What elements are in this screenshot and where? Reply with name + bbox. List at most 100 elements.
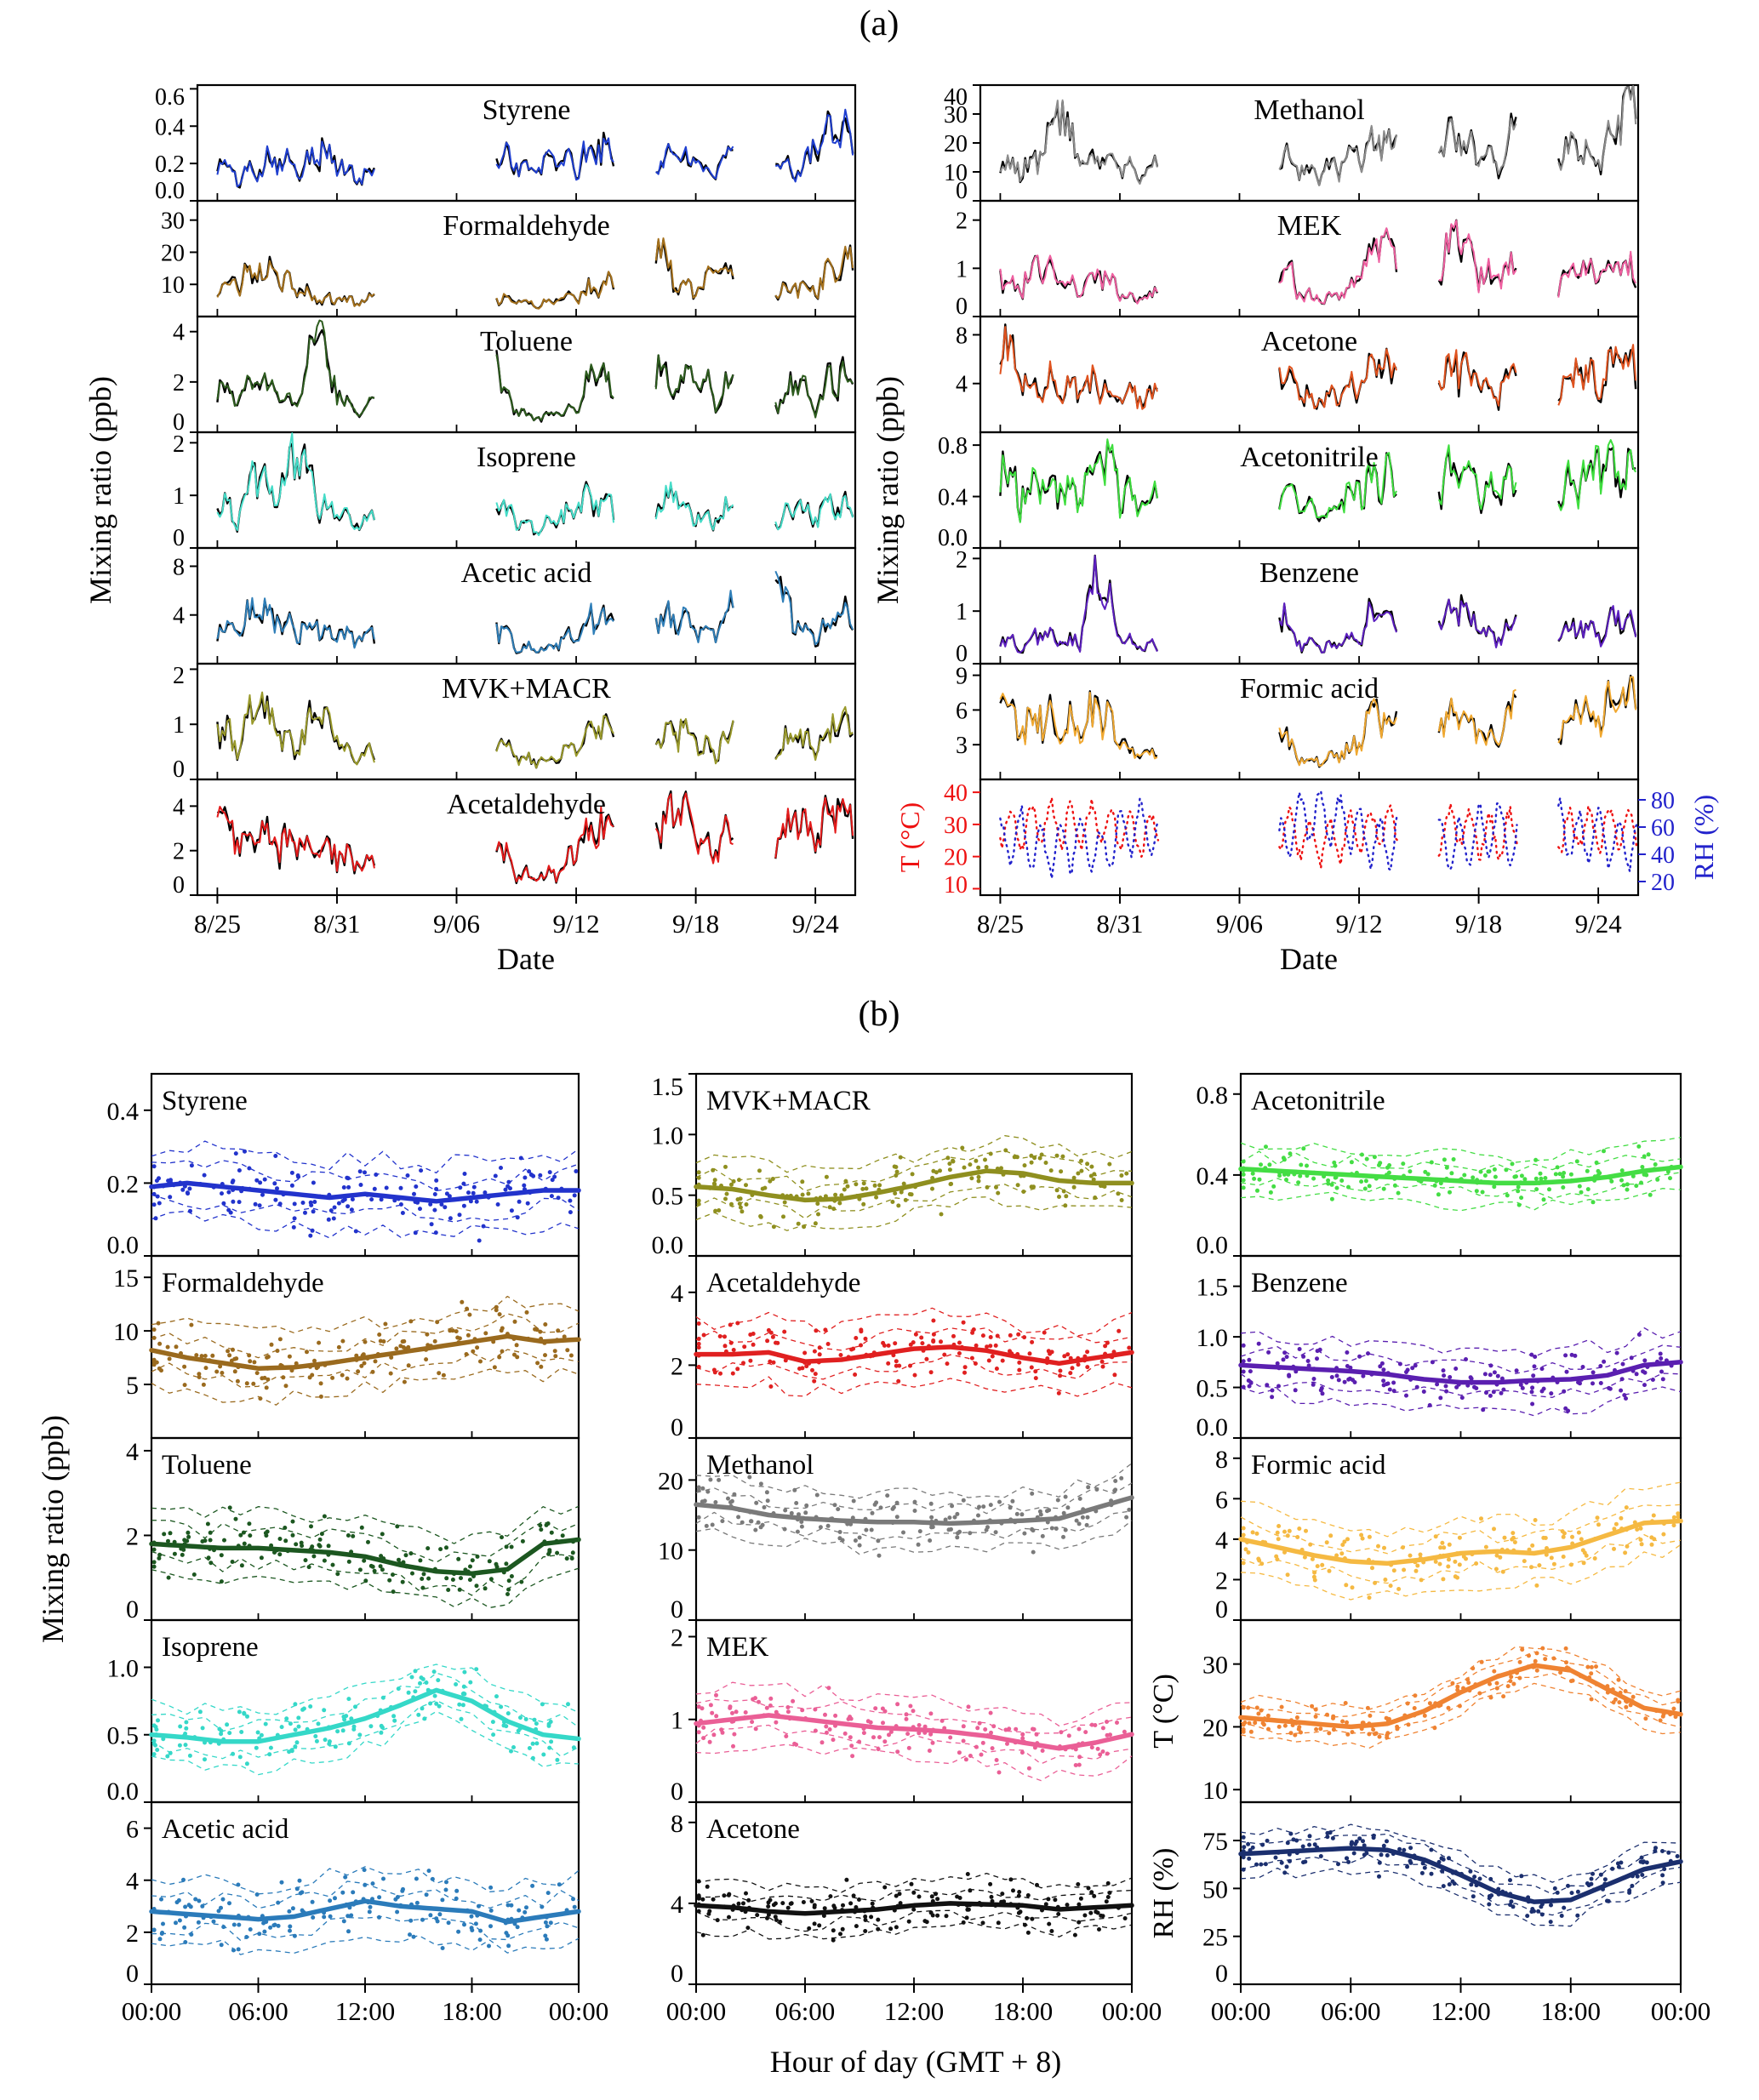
svg-text:0: 0 bbox=[173, 525, 185, 551]
svg-text:18:00: 18:00 bbox=[1540, 1996, 1601, 2026]
svg-text:30: 30 bbox=[944, 102, 968, 128]
svg-text:Methanol: Methanol bbox=[1254, 94, 1364, 126]
svg-text:2: 2 bbox=[173, 370, 185, 397]
svg-text:2: 2 bbox=[173, 431, 185, 458]
svg-text:2: 2 bbox=[956, 208, 968, 235]
svg-text:Acetone: Acetone bbox=[706, 1814, 800, 1845]
svg-text:0: 0 bbox=[671, 1778, 683, 1806]
svg-text:9/18: 9/18 bbox=[672, 909, 719, 939]
svg-text:10: 10 bbox=[161, 272, 185, 299]
svg-text:Benzene: Benzene bbox=[1251, 1268, 1348, 1298]
svg-text:8/25: 8/25 bbox=[194, 909, 241, 939]
svg-text:Methanol: Methanol bbox=[706, 1450, 814, 1481]
svg-text:Toluene: Toluene bbox=[162, 1450, 252, 1481]
svg-text:20: 20 bbox=[944, 845, 968, 871]
svg-text:0.0: 0.0 bbox=[1196, 1413, 1229, 1441]
svg-text:9/24: 9/24 bbox=[792, 909, 840, 939]
svg-text:20: 20 bbox=[944, 131, 968, 157]
svg-text:06:00: 06:00 bbox=[228, 1996, 288, 2026]
y-axis-label-b: Mixing ratio (ppb) bbox=[36, 1415, 70, 1643]
svg-text:1: 1 bbox=[173, 712, 185, 739]
svg-text:6: 6 bbox=[1215, 1486, 1228, 1514]
svg-text:50: 50 bbox=[1202, 1875, 1228, 1903]
svg-text:15: 15 bbox=[113, 1264, 139, 1293]
svg-text:0.5: 0.5 bbox=[652, 1183, 684, 1211]
svg-text:8/31: 8/31 bbox=[313, 909, 360, 939]
svg-text:0: 0 bbox=[126, 1960, 139, 1988]
svg-text:25: 25 bbox=[1202, 1924, 1228, 1952]
svg-text:0: 0 bbox=[126, 1595, 139, 1624]
svg-text:T (°C): T (°C) bbox=[894, 802, 925, 872]
svg-text:Acetic acid: Acetic acid bbox=[461, 557, 592, 589]
x-axis-label-a-right: Date bbox=[1280, 942, 1338, 976]
svg-text:06:00: 06:00 bbox=[1321, 1996, 1381, 2026]
svg-text:0: 0 bbox=[173, 409, 185, 436]
svg-text:0.4: 0.4 bbox=[1196, 1162, 1229, 1190]
svg-text:Formic acid: Formic acid bbox=[1240, 673, 1379, 705]
svg-text:0: 0 bbox=[671, 1413, 683, 1441]
svg-text:6: 6 bbox=[126, 1816, 139, 1844]
svg-text:4: 4 bbox=[671, 1280, 683, 1308]
svg-text:MEK: MEK bbox=[1277, 210, 1342, 242]
svg-text:0.0: 0.0 bbox=[652, 1231, 684, 1259]
svg-text:06:00: 06:00 bbox=[775, 1996, 836, 2026]
svg-text:9/12: 9/12 bbox=[1335, 909, 1382, 939]
svg-text:Styrene: Styrene bbox=[483, 94, 571, 126]
svg-text:1.0: 1.0 bbox=[652, 1121, 684, 1150]
svg-text:0: 0 bbox=[671, 1595, 683, 1624]
svg-text:0.8: 0.8 bbox=[1196, 1081, 1229, 1110]
svg-text:40: 40 bbox=[944, 84, 968, 111]
svg-text:18:00: 18:00 bbox=[442, 1996, 502, 2026]
y-axis-label-a-right: Mixing ratio (ppb) bbox=[871, 376, 905, 604]
svg-text:12:00: 12:00 bbox=[335, 1996, 396, 2026]
svg-text:2: 2 bbox=[956, 547, 968, 574]
svg-text:Isoprene: Isoprene bbox=[162, 1632, 259, 1663]
svg-text:0: 0 bbox=[1215, 1595, 1228, 1624]
svg-text:1.5: 1.5 bbox=[652, 1073, 684, 1101]
svg-text:40: 40 bbox=[1651, 842, 1675, 869]
svg-text:80: 80 bbox=[1651, 788, 1675, 814]
svg-text:Acetaldehyde: Acetaldehyde bbox=[447, 789, 606, 820]
svg-text:Acetic acid: Acetic acid bbox=[162, 1814, 289, 1845]
svg-text:2: 2 bbox=[173, 839, 185, 865]
svg-text:8: 8 bbox=[956, 322, 968, 349]
svg-text:Acetone: Acetone bbox=[1261, 326, 1357, 357]
svg-text:0.0: 0.0 bbox=[1196, 1231, 1229, 1259]
svg-text:00:00: 00:00 bbox=[549, 1996, 609, 2026]
svg-text:MEK: MEK bbox=[706, 1632, 769, 1663]
svg-text:0.0: 0.0 bbox=[938, 525, 968, 551]
y-axis-label-a-left: Mixing ratio (ppb) bbox=[83, 376, 117, 604]
svg-text:20: 20 bbox=[658, 1467, 683, 1495]
svg-text:Formaldehyde: Formaldehyde bbox=[443, 210, 609, 242]
svg-text:0.2: 0.2 bbox=[107, 1170, 140, 1198]
svg-text:10: 10 bbox=[113, 1318, 139, 1346]
svg-text:75: 75 bbox=[1202, 1828, 1228, 1856]
svg-text:2: 2 bbox=[126, 1522, 139, 1550]
svg-text:60: 60 bbox=[1651, 815, 1675, 842]
svg-text:10: 10 bbox=[944, 160, 968, 186]
svg-text:Styrene: Styrene bbox=[162, 1086, 248, 1116]
svg-text:9/18: 9/18 bbox=[1455, 909, 1502, 939]
svg-text:0: 0 bbox=[956, 178, 968, 204]
svg-text:0.4: 0.4 bbox=[107, 1098, 140, 1126]
svg-text:0.4: 0.4 bbox=[155, 114, 185, 140]
panel-b-title: (b) bbox=[858, 995, 900, 1034]
svg-text:1: 1 bbox=[956, 256, 968, 282]
svg-text:00:00: 00:00 bbox=[1651, 1996, 1711, 2026]
svg-text:00:00: 00:00 bbox=[1211, 1996, 1271, 2026]
svg-text:6: 6 bbox=[956, 698, 968, 724]
svg-text:30: 30 bbox=[944, 813, 968, 839]
svg-text:0: 0 bbox=[173, 872, 185, 899]
svg-text:4: 4 bbox=[671, 1891, 683, 1919]
svg-text:0: 0 bbox=[956, 294, 968, 320]
svg-text:0.8: 0.8 bbox=[938, 433, 968, 459]
svg-text:0: 0 bbox=[1215, 1960, 1228, 1988]
svg-text:2: 2 bbox=[671, 1624, 683, 1652]
svg-text:9: 9 bbox=[956, 664, 968, 690]
svg-text:2: 2 bbox=[126, 1920, 139, 1948]
svg-text:3: 3 bbox=[956, 733, 968, 759]
svg-text:0: 0 bbox=[956, 641, 968, 667]
svg-text:1: 1 bbox=[956, 599, 968, 625]
svg-text:9/06: 9/06 bbox=[433, 909, 480, 939]
